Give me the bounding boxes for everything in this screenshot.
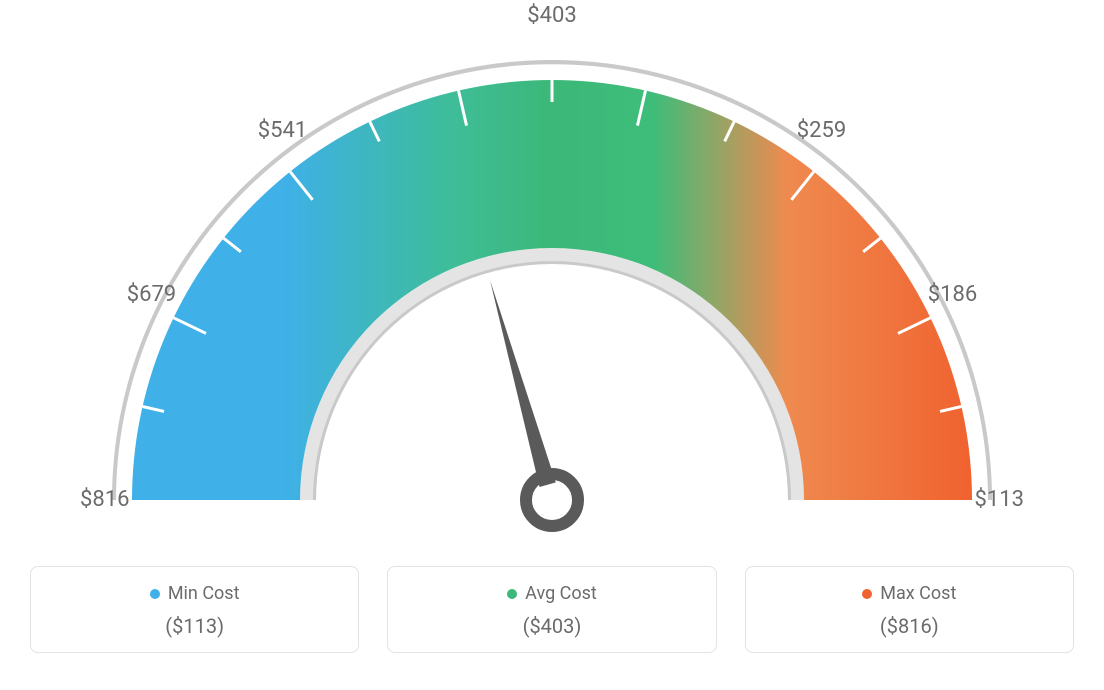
legend-value-max: ($816): [756, 614, 1063, 638]
legend-card-min: Min Cost ($113): [30, 566, 359, 653]
gauge-tick-label: $816: [80, 487, 129, 512]
legend-value-avg: ($403): [398, 614, 705, 638]
legend-dot-avg: [507, 589, 517, 599]
gauge-tick-label: $113: [975, 487, 1024, 512]
gauge-tick-label: $186: [928, 282, 977, 307]
gauge-svg: $113 $186 $259 $403 $541 $679 $816: [0, 0, 1104, 560]
gauge-needle: [490, 281, 556, 487]
legend-dot-min: [150, 589, 160, 599]
legend-row: Min Cost ($113) Avg Cost ($403) Max Cost…: [0, 566, 1104, 653]
gauge-tick-label: $541: [258, 118, 307, 143]
legend-label-min: Min Cost: [168, 583, 240, 604]
cost-gauge: $113 $186 $259 $403 $541 $679 $816: [0, 0, 1104, 560]
legend-label-max: Max Cost: [880, 583, 956, 604]
legend-card-max: Max Cost ($816): [745, 566, 1074, 653]
legend-title-avg: Avg Cost: [507, 583, 597, 604]
legend-value-min: ($113): [41, 614, 348, 638]
legend-label-avg: Avg Cost: [525, 583, 597, 604]
gauge-tick-label: $679: [127, 282, 176, 307]
gauge-tick-label: $259: [797, 118, 846, 143]
legend-card-avg: Avg Cost ($403): [387, 566, 716, 653]
legend-dot-max: [862, 589, 872, 599]
legend-title-max: Max Cost: [862, 583, 956, 604]
gauge-tick-label: $403: [527, 3, 576, 28]
legend-title-min: Min Cost: [150, 583, 240, 604]
gauge-colored-arc: [132, 80, 972, 500]
